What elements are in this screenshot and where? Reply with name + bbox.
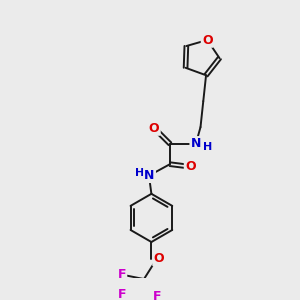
Text: O: O	[154, 252, 164, 265]
Text: F: F	[118, 288, 126, 300]
Text: H: H	[135, 168, 144, 178]
Text: O: O	[149, 122, 160, 135]
Text: H: H	[203, 142, 212, 152]
Text: N: N	[191, 137, 201, 150]
Text: F: F	[118, 268, 126, 281]
Text: F: F	[153, 290, 161, 300]
Text: O: O	[202, 34, 213, 46]
Text: O: O	[185, 160, 196, 172]
Text: N: N	[144, 169, 155, 182]
